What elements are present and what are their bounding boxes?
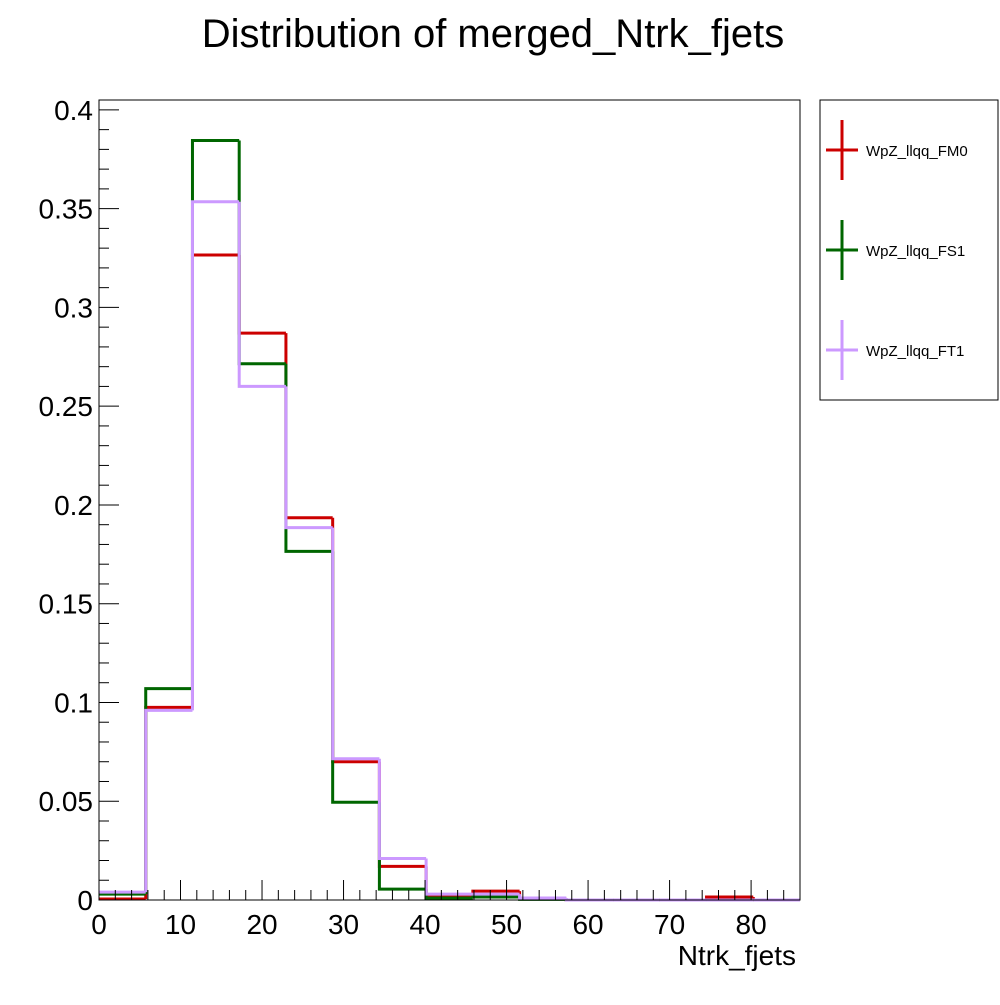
histogram-bin-step [377,758,427,861]
y-tick-label: 0.4 [54,95,93,126]
x-tick-label: 0 [91,909,107,940]
x-tick-label: 40 [409,909,440,940]
y-tick-label: 0.25 [39,391,94,422]
x-axis-label: Ntrk_fjets [678,940,796,971]
histogram-bin-step [144,708,193,893]
y-tick-label: 0.05 [39,786,94,817]
legend: WpZ_llqq_FM0 WpZ_llqq_FS1 WpZ_llqq_FT1 [819,99,999,401]
x-tick-label: 10 [165,909,196,940]
histogram-bin-step [237,201,286,388]
axes: 0 0.05 0.1 0.15 0.2 0.25 0.3 0.35 0.4 0 10 20 30 40 50… [39,95,801,940]
x-tick-label: 20 [246,909,277,940]
chart-title: Distribution of merged_Ntrk_fjets [202,12,784,56]
x-tick-label: 50 [491,909,522,940]
x-tick-label: 80 [736,909,767,940]
legend-label: WpZ_llqq_FS1 [866,243,965,260]
legend-label: WpZ_llqq_FM0 [866,143,968,160]
histogram-bin-step [331,527,380,761]
y-tick-label: 0 [77,885,93,916]
legend-entry: WpZ_llqq_FT1 [826,320,964,380]
y-tick-label: 0.2 [54,490,93,521]
x-tick-label: 30 [328,909,359,940]
plot-frame [98,99,801,901]
y-tick-label: 0.35 [39,194,94,225]
legend-label: WpZ_llqq_FT1 [866,343,964,360]
histogram-bin-step [518,894,567,900]
plot-area [99,138,800,902]
y-tick-label: 0.3 [54,292,93,323]
x-tick-label: 60 [572,909,603,940]
y-tick-label: 0.15 [39,589,94,620]
y-tick-label: 0.1 [54,687,93,718]
histogram-bin-step [284,386,333,530]
histogram-bin-step [190,200,240,711]
legend-entry: WpZ_llqq_FM0 [826,120,968,180]
histogram-bin-step [471,895,520,899]
x-tick-label: 70 [654,909,685,940]
legend-entry: WpZ_llqq_FS1 [826,220,965,280]
